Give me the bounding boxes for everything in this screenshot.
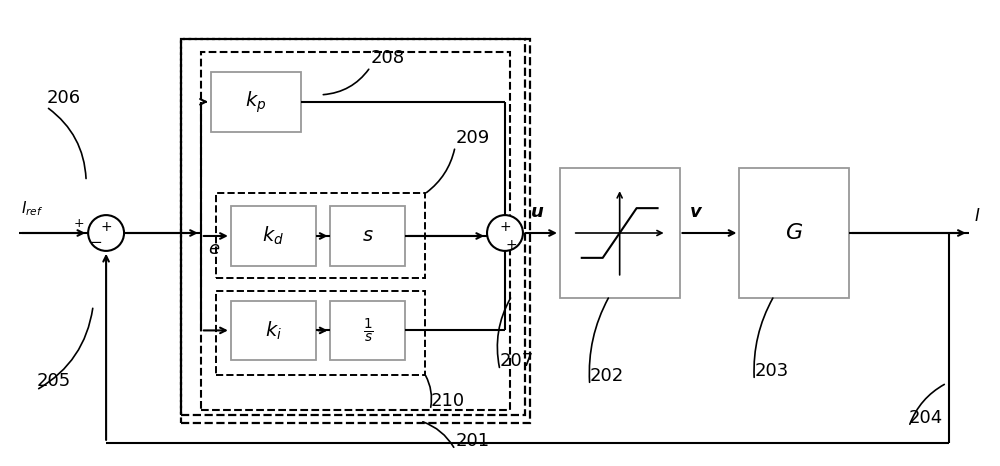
- Bar: [181, 39, 525, 415]
- Text: $k_d$: $k_d$: [262, 225, 284, 247]
- Text: $\boldsymbol{v}$: $\boldsymbol{v}$: [689, 203, 704, 221]
- Text: 209: 209: [455, 129, 489, 146]
- Text: $I$: $I$: [974, 207, 980, 225]
- Text: +: +: [73, 217, 84, 230]
- Text: 210: 210: [430, 392, 464, 410]
- Circle shape: [88, 215, 124, 251]
- Text: 204: 204: [909, 409, 943, 427]
- Bar: [231, 301, 316, 360]
- Text: $G$: $G$: [785, 223, 803, 243]
- Text: $e$: $e$: [208, 240, 220, 258]
- Bar: [560, 168, 680, 298]
- Text: $\frac{1}{s}$: $\frac{1}{s}$: [363, 316, 373, 344]
- Text: $\boldsymbol{u}$: $\boldsymbol{u}$: [530, 203, 544, 221]
- Bar: [211, 72, 301, 131]
- Text: 205: 205: [36, 372, 71, 390]
- Text: 202: 202: [590, 367, 624, 385]
- Bar: [216, 193, 425, 278]
- Bar: [330, 206, 405, 266]
- Text: +: +: [505, 238, 517, 252]
- Text: $k_p$: $k_p$: [245, 89, 266, 115]
- Text: 207: 207: [500, 352, 534, 370]
- Text: $s$: $s$: [362, 226, 374, 246]
- Text: −: −: [90, 235, 103, 250]
- Bar: [231, 206, 316, 266]
- Text: +: +: [100, 220, 112, 234]
- Text: +: +: [499, 220, 511, 234]
- Text: $k_i$: $k_i$: [265, 319, 282, 342]
- Bar: [181, 39, 530, 423]
- Text: 206: 206: [46, 89, 80, 107]
- Text: 208: 208: [370, 49, 404, 67]
- Text: 201: 201: [455, 432, 489, 450]
- Bar: [216, 291, 425, 375]
- Circle shape: [487, 215, 523, 251]
- Text: 203: 203: [754, 362, 789, 380]
- Bar: [330, 301, 405, 360]
- Text: $I_{ref}$: $I_{ref}$: [21, 199, 44, 218]
- Bar: [201, 52, 510, 410]
- Bar: [739, 168, 849, 298]
